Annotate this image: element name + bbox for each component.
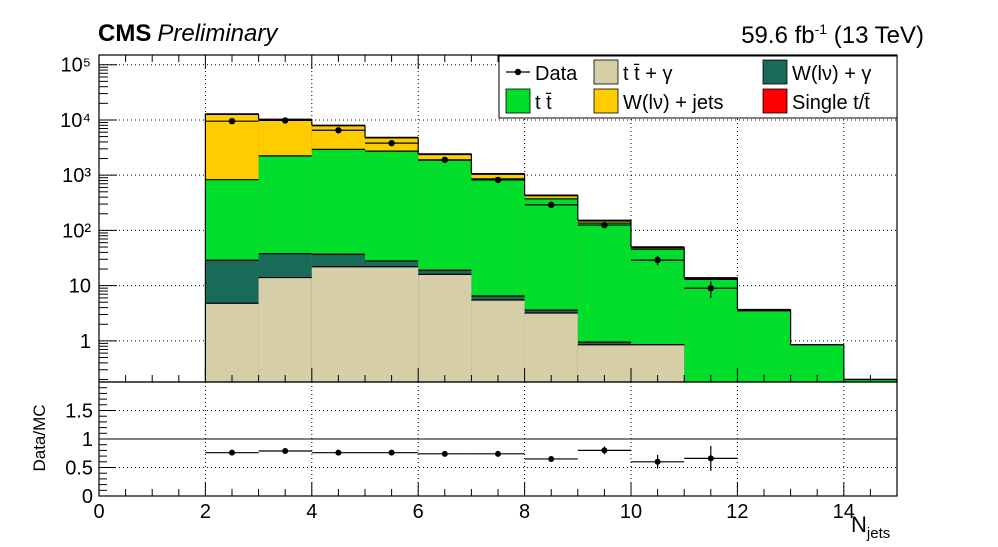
x-tick-label: 6	[413, 501, 424, 523]
experiment-label: CMS Preliminary	[98, 20, 278, 47]
legend-swatch	[762, 88, 788, 114]
data-point	[388, 139, 395, 147]
ratio-points	[205, 445, 738, 471]
histogram-bar	[365, 266, 419, 382]
ratio-grid	[99, 382, 897, 496]
y-tick-label: 1	[80, 331, 91, 353]
status-label: Preliminary	[157, 20, 278, 47]
data-point	[335, 127, 342, 134]
legend-label: Data	[535, 63, 578, 85]
y-tick-label: 1.5	[65, 401, 93, 423]
y-tick-label: 10²	[62, 220, 91, 242]
stacked-histograms	[204, 113, 898, 383]
legend-label: t t̄ + γ	[623, 63, 672, 85]
data-point	[601, 221, 608, 229]
histogram-bar	[205, 303, 259, 382]
data-point	[228, 117, 236, 125]
ratio-point	[441, 450, 448, 457]
legend-swatch	[762, 59, 788, 85]
legend-label: t t̄	[535, 92, 552, 114]
x-tick-label: 10	[620, 501, 642, 523]
histogram-bar	[524, 312, 578, 382]
x-tick-label: 8	[519, 501, 530, 523]
data-point	[548, 201, 555, 209]
x-tick-label: 0	[93, 501, 104, 523]
data-point	[282, 117, 289, 124]
x-tick-label: 2	[200, 501, 211, 523]
data-point	[441, 156, 448, 163]
legend-marker	[514, 68, 522, 76]
histogram-bar	[737, 310, 791, 382]
legend-box	[498, 55, 898, 119]
ratio-point	[707, 455, 714, 462]
ratio-point	[601, 447, 608, 454]
histogram-bar	[471, 299, 525, 382]
data-point	[707, 284, 714, 292]
x-axis-label: Njets	[851, 512, 891, 542]
y-tick-label: 0	[82, 486, 93, 508]
ratio-axes: 00.511.50 2 4 6 8 10 12 14	[65, 381, 898, 523]
ratio-point	[495, 450, 501, 457]
y-tick-label: 1	[82, 429, 93, 451]
legend-label: Single t/t̄	[792, 92, 870, 114]
y-tick-label: 10	[69, 276, 91, 298]
legend: Data t t̄ + γ W(lν) + γ t t̄ W(lν) + jets Sin…	[498, 55, 898, 119]
histogram-bar	[418, 274, 472, 382]
y-tick-label: 0.5	[65, 458, 93, 480]
ratio-point	[282, 447, 289, 454]
ratio-point	[229, 449, 235, 456]
data-points	[205, 117, 738, 298]
legend-swatch	[593, 59, 619, 85]
ratio-point	[548, 455, 555, 462]
luminosity-label: 59.6 fb-1 (13 TeV)	[741, 21, 924, 49]
legend-swatch	[593, 88, 619, 114]
ratio-y-axis-label: Data/MC	[30, 404, 49, 472]
y-tick-label: 10⁴	[60, 110, 91, 132]
histogram-bar	[311, 266, 365, 382]
data-point	[494, 176, 502, 184]
legend-label: W(lν) + jets	[623, 92, 724, 114]
main-axes: 1 10 10² 10³ 10⁴ 10⁵	[60, 54, 898, 383]
ratio-point	[388, 449, 395, 456]
legend-label: W(lν) + γ	[792, 63, 871, 85]
x-tick-label: 14	[833, 501, 855, 523]
ratio-point	[335, 449, 342, 456]
data-point	[654, 256, 661, 264]
y-tick-label: 10⁵	[60, 55, 91, 77]
ratio-point	[654, 458, 661, 465]
histogram-bar	[258, 277, 312, 382]
y-tick-label: 10³	[62, 165, 91, 187]
x-tick-label: 12	[726, 501, 748, 523]
legend-swatch	[505, 88, 531, 114]
x-tick-label: 4	[306, 501, 317, 523]
